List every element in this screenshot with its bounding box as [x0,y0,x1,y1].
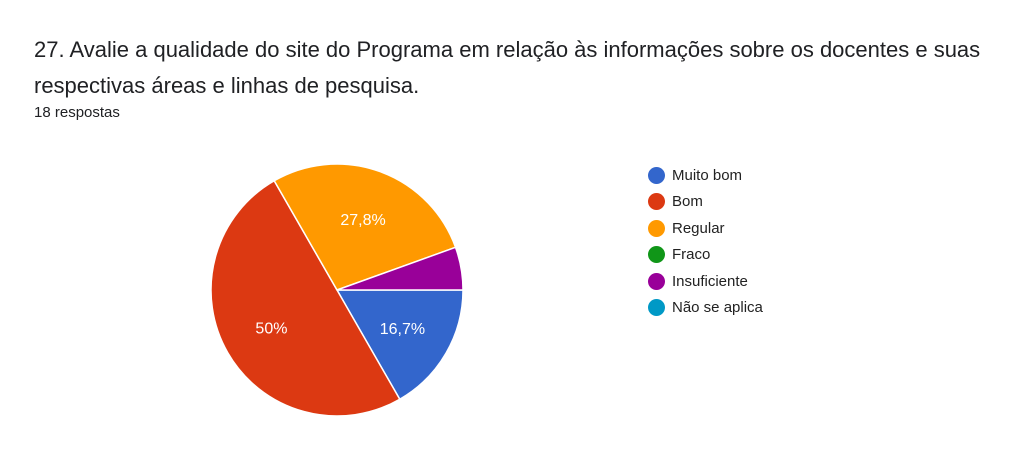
pie-slice-insuficiente [336,246,464,291]
pie-slice-bom [210,179,401,417]
pie-slice-regular [273,163,457,291]
legend-label: Não se aplica [672,299,763,317]
legend-label: Fraco [672,246,711,264]
legend-swatch [648,272,665,290]
question-title: 27. Avalie a qualidade do site do Progra… [34,37,981,98]
legend-swatch [648,246,665,264]
legend-swatch [648,299,665,317]
legend-swatch [648,166,665,184]
chart-legend: Muito bom Bom Regular Fraco Insuficiente Não … [648,162,763,321]
legend-item[interactable]: Fraco [648,242,763,269]
legend-label: Bom [672,193,703,211]
legend-label: Muito bom [672,166,743,184]
slice-value-label: 27,8% [340,212,385,229]
legend-label: Insuficiente [672,272,748,290]
legend-label: Regular [672,219,725,237]
slice-value-label: 50% [255,321,287,338]
legend-swatch [648,219,665,237]
legend-item[interactable]: Não se aplica [648,295,763,322]
response-count: 18 respostas [34,104,120,121]
pie-slice-muito-bom [335,289,464,401]
legend-item[interactable]: Bom [648,189,763,216]
slice-value-label: 16,7% [380,321,425,338]
legend-swatch [648,193,665,211]
legend-item[interactable]: Insuficiente [648,268,763,295]
legend-item[interactable]: Muito bom [648,162,763,189]
legend-item[interactable]: Regular [648,215,763,242]
